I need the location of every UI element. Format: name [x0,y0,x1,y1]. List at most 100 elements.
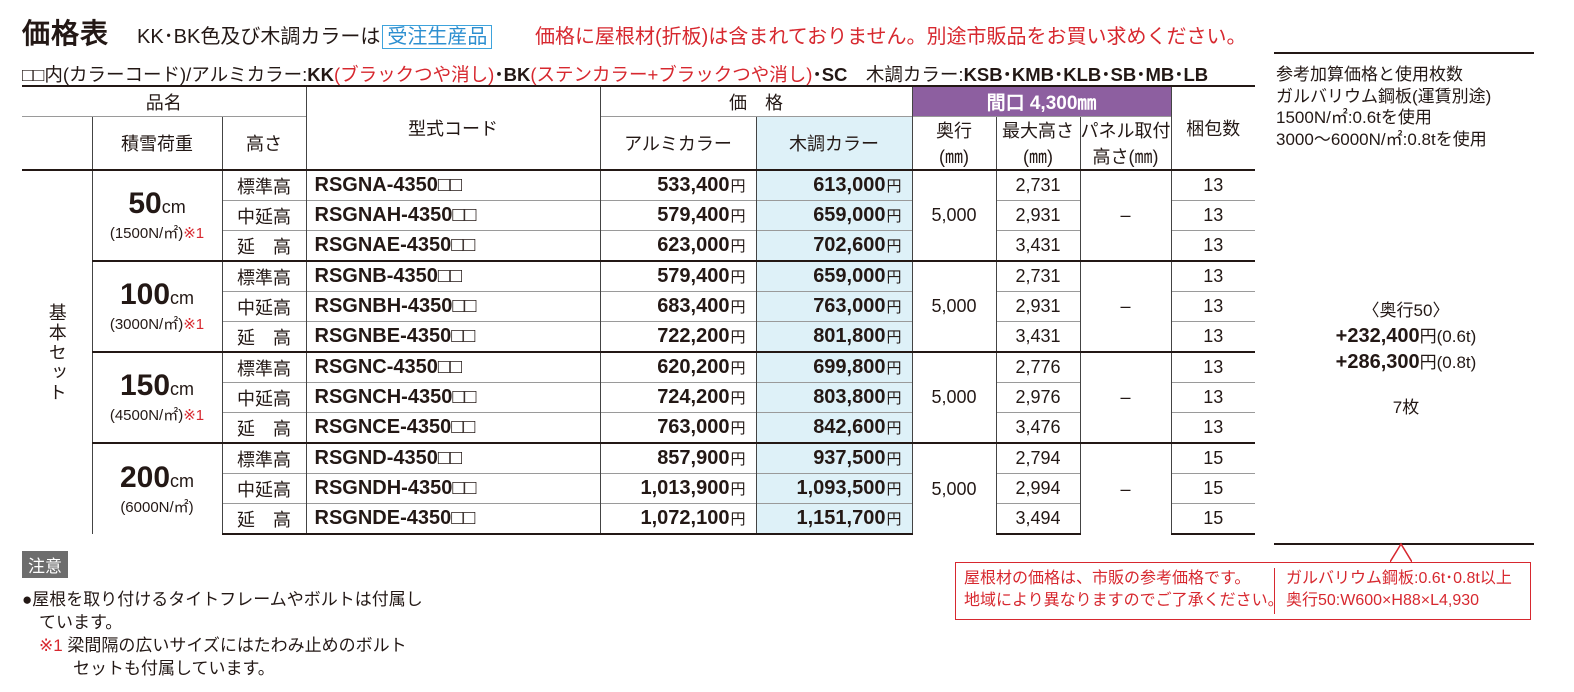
reference-price-06: +232,400円(0.6t) [1276,322,1536,348]
alumi-price-value: 1,013,900 [640,477,730,499]
reference-head2: ガルバリウム鋼板(運賃別途) [1276,86,1492,106]
load-number: 100 [119,278,171,311]
load-sub-text: (6000N/㎡) [120,498,194,516]
max-height-label: 最大高さ [1002,121,1074,141]
model-code: RSGNA-4350□□ [305,169,600,201]
alumi-price-value: 579,400 [657,265,730,287]
panel-cell: – [1079,351,1171,443]
load-sub-text: (1500N/㎡) [109,225,184,242]
depth-cell: 5,000 [911,169,996,261]
header-max-height: 最大高さ (㎜) [995,116,1080,170]
color-code-line: □□内(カラーコード)/アルミカラー:KK(ブラックつや消し)･BK(ステンカラ… [22,61,1208,87]
model-code: RSGNCH-4350□□ [305,382,600,413]
load-unit: cm [161,197,186,217]
max-height-cell: 3,494 [995,503,1080,535]
load-value: 200cm [93,461,222,498]
table-row: 200cm (6000N/㎡) 標準高 RSGND-4350□□ 857,900円 937… [22,442,1255,534]
alumi-price-value: 763,000 [657,416,730,438]
alumi-price: 533,400円 [599,169,756,201]
note-line3: ※1 梁間隔の広いサイズにはたわみ止めのボルト [22,634,423,657]
okuyuki-label: 奥行 [936,121,972,141]
pack-cell: 13 [1170,412,1255,443]
alumi-price: 623,000円 [599,230,756,261]
reference-price-08: +286,300円(0.8t) [1276,348,1536,374]
yen-unit: 円 [886,269,902,286]
load-value: 50cm [93,187,222,224]
load-unit: cm [170,470,195,491]
pack-cell: 13 [1170,200,1255,231]
pack-cell: 13 [1170,382,1255,413]
alumi-price-value: 683,400 [657,295,730,317]
wood-price: 659,000円 [755,200,912,231]
color-kk: KK [307,64,334,85]
header-wood: 木調カラー [755,116,912,170]
alumi-price-value: 623,000 [657,234,730,256]
alumi-price-value: 579,400 [657,204,730,226]
model-code: RSGNDH-4350□□ [305,473,600,504]
max-height-cell: 2,994 [995,473,1080,504]
note-line4: セットも付属しています。 [22,659,275,678]
load-value: 150cm [93,369,222,406]
depth-cell: 5,000 [911,260,996,352]
max-height-unit: (㎜) [1023,147,1053,167]
table-row: 中延高 RSGNAH-4350□□ 579,400円 659,000円 2,931 13 [22,200,1255,231]
color-bk: BK [503,64,531,85]
max-height-cell: 2,794 [995,442,1080,474]
color-bk-sep: ･ [494,64,504,85]
color-kk-desc: (ブラックつや消し) [334,64,495,85]
load-sub: (3000N/㎡)※1 [93,315,222,335]
reference-price2: +286,300 [1335,351,1420,373]
header-alumi: アルミカラー [599,116,756,170]
callout-box: 屋根材の価格は、市販の参考価格です。 地域により異なりますのでご了承ください。 … [955,562,1531,620]
load-number: 50 [128,187,162,220]
callout-right1: ガルバリウム鋼板:0.6t･0.8t以上 [1286,570,1512,587]
max-height-cell: 2,731 [995,260,1080,292]
depth-cell: 5,000 [911,442,996,534]
note-line1: ●屋根を取り付けるタイトフレームやボルトは付属し [22,590,423,609]
model-code: RSGND-4350□□ [305,442,600,474]
height-cell: 標準高 [221,260,306,292]
height-cell: 中延高 [221,473,306,504]
yen-unit: 円 [886,481,902,498]
pack-cell: 13 [1170,351,1255,383]
color-bk-desc: (ステンカラー+ブラックつや消し) [530,64,813,85]
reference-bottom-rule [1274,543,1534,545]
yen-unit: 円 [886,329,902,346]
wood-price-value: 803,800 [813,386,886,408]
alumi-price-value: 533,400 [657,174,730,196]
yen-unit: 円 [886,178,902,195]
wood-price-value: 842,600 [813,416,886,438]
wood-price-value: 613,000 [813,174,886,196]
height-cell: 延 高 [221,230,306,261]
table-row: 100cm (3000N/㎡)※1 標準高 RSGNB-4350□□ 579,400円 6… [22,260,1255,352]
wood-price: 699,800円 [755,351,912,383]
wood-price-value: 659,000 [813,204,886,226]
reference-head1: 参考加算価格と使用枚数 [1276,65,1463,84]
pack-cell: 15 [1170,473,1255,504]
panel-cell: – [1079,169,1171,261]
wood-codes: KSB･KMB･KLB･SB･MB･LB [963,64,1209,85]
height-cell: 標準高 [221,169,306,201]
header-hinmei: 品名 [22,85,306,117]
alumi-price: 722,200円 [599,321,756,352]
table-row: 150cm (4500N/㎡)※1 標準高 RSGNC-4350□□ 620,200円 6… [22,351,1255,443]
header-gap [22,116,92,170]
height-cell: 中延高 [221,200,306,231]
panel-unit: 高さ(㎜) [1092,147,1159,167]
made-to-order-badge: 受注生産品 [382,25,493,49]
reference-heading: 参考加算価格と使用枚数 ガルバリウム鋼板(運賃別途) 1500N/㎡:0.6tを… [1276,64,1571,150]
yen-unit: 円 [730,481,746,498]
height-cell: 延 高 [221,321,306,352]
yen-unit: 円 [730,299,746,316]
yen-unit: 円 [886,360,902,377]
wood-price: 1,151,700円 [755,503,912,535]
pack-cell: 13 [1170,230,1255,261]
yen-unit: 円 [730,420,746,437]
wood-price-value: 702,600 [813,234,886,256]
yen-unit: 円 [730,238,746,255]
header-pack: 梱包数 [1170,85,1255,170]
subtitle-text: KK･BK色及び木調カラーは [137,26,381,48]
load-cell: 200cm (6000N/㎡) [91,442,222,534]
table-row: 基本セット 50cm (1500N/㎡)※1 標準高 RSGNA-4350□□ 533,4… [22,169,1255,534]
yen-unit: 円 [730,269,746,286]
